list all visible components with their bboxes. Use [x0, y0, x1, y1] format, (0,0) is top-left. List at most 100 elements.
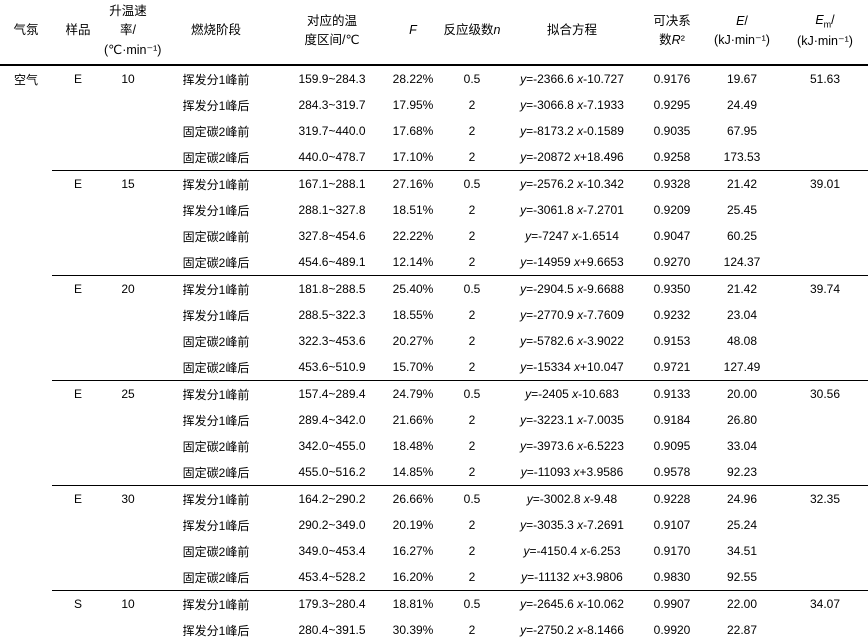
cell-n: 2: [468, 360, 476, 375]
cell-em: 32.35: [782, 485, 868, 513]
cell-sample: [52, 302, 104, 328]
cell-equation: y=-11093 x+3.9586: [520, 465, 624, 480]
cell-rate: [104, 538, 152, 564]
cell-r-squared: 0.9920: [653, 623, 691, 638]
header-row: 气氛 样品 升温速率/ (℃·min⁻¹) 燃烧阶段 对应的温 度区间/℃ F …: [0, 0, 868, 67]
cell-f: 18.55%: [392, 308, 434, 323]
header-heating-rate: 升温速率/ (℃·min⁻¹): [104, 0, 161, 67]
table-row: 挥发分1峰后 280.4~391.5 30.39% 2 y=-2750.2 x-8.14…: [0, 617, 868, 643]
cell-sample: [52, 407, 104, 433]
cell-temp-range: 179.3~280.4: [280, 590, 384, 618]
cell-f: 26.66%: [384, 485, 442, 513]
cell-em: [782, 459, 868, 486]
cell-rate: [104, 302, 152, 328]
cell-stage: 固定碳2峰后: [182, 360, 250, 375]
table-row: 固定碳2峰前 342.0~455.0 18.48% 2 y=-3973.6 x-6.52…: [0, 433, 868, 459]
cell-em: [782, 249, 868, 276]
header-heating-rate-line1: 升温速率/: [109, 4, 147, 38]
cell-equation: y=-2770.9 x-7.7609: [520, 308, 624, 323]
cell-stage: 固定碳2峰后: [182, 255, 250, 270]
cell-atmosphere: [0, 302, 52, 328]
cell-rate: [104, 407, 152, 433]
cell-temp-range: 322.3~453.6: [298, 334, 366, 349]
cell-atmosphere: [0, 171, 52, 198]
cell-sample: [52, 433, 104, 459]
header-r-squared-line2: 数R²: [642, 31, 702, 50]
header-em-line1: Em/: [782, 11, 868, 32]
cell-stage: 挥发分1峰前: [152, 275, 280, 303]
cell-rate: 15: [104, 170, 152, 198]
header-f-label: F: [409, 23, 417, 38]
cell-equation: y=-4150.4 x-6.253: [523, 544, 621, 559]
header-e-slash: /: [744, 13, 748, 28]
cell-temp-range: 455.0~516.2: [298, 465, 366, 480]
cell-rate: [104, 223, 152, 249]
cell-sample: E: [52, 485, 104, 513]
header-temp-range: 对应的温 度区间/℃: [280, 0, 384, 67]
header-equation-label: 拟合方程: [546, 23, 597, 38]
table-row: 挥发分1峰后 290.2~349.0 20.19% 2 y=-3035.3 x-7.26…: [0, 512, 868, 538]
cell-rate: [104, 144, 152, 171]
cell-em: [782, 302, 868, 328]
cell-e: 60.25: [726, 229, 758, 244]
cell-stage: 固定碳2峰后: [182, 570, 250, 585]
table-row: 固定碳2峰前 327.8~454.6 22.22% 2 y=-7247 x-1.6514…: [0, 223, 868, 249]
cell-equation: y=-2750.2 x-8.1466: [520, 623, 624, 638]
cell-n: 0.5: [463, 72, 481, 87]
cell-rate: [104, 354, 152, 381]
cell-sample: E: [52, 170, 104, 198]
cell-f: 20.27%: [392, 334, 434, 349]
cell-rate: [104, 433, 152, 459]
header-r-squared-line1: 可决系: [653, 13, 691, 28]
cell-rate: [104, 92, 152, 118]
cell-n: 0.5: [442, 590, 502, 618]
table-row: E 15 挥发分1峰前 167.1~288.1 27.16% 0.5 y=-2576.2 x…: [0, 170, 868, 198]
cell-stage: 挥发分1峰后: [182, 203, 250, 218]
cell-e: 23.04: [726, 308, 758, 323]
cell-atmosphere: [0, 197, 52, 223]
header-e: E/ (kJ·min⁻¹): [702, 0, 782, 67]
cell-e: 92.55: [726, 570, 758, 585]
cell-e: 21.42: [702, 170, 782, 198]
cell-rate: [104, 118, 152, 144]
cell-temp-range: 327.8~454.6: [298, 229, 366, 244]
table-row: 固定碳2峰后 453.6~510.9 15.70% 2 y=-15334 x+10.04…: [0, 354, 868, 381]
table-row: 挥发分1峰后 284.3~319.7 17.95% 2 y=-3066.8 x-7.19…: [0, 92, 868, 118]
cell-sample: [52, 459, 104, 486]
cell-n: 0.5: [442, 485, 502, 513]
cell-atmosphere: [0, 433, 52, 459]
cell-atmosphere: 空气: [13, 72, 38, 87]
cell-r-squared: 0.9107: [653, 518, 691, 533]
cell-em: 51.63: [809, 72, 841, 87]
cell-e: 67.95: [726, 124, 758, 139]
cell-temp-range: 164.2~290.2: [280, 485, 384, 513]
cell-atmosphere: [0, 459, 52, 486]
cell-sample: [52, 328, 104, 354]
table-body: 空气 E 10 挥发分1峰前 159.9~284.3 28.22% 0.5 y=-2366.6…: [0, 65, 868, 643]
header-reaction-order: 反应级数n: [442, 0, 502, 67]
cell-temp-range: 157.4~289.4: [280, 380, 384, 408]
cell-atmosphere: [0, 407, 52, 433]
cell-atmosphere: [0, 381, 52, 408]
cell-e: 127.49: [723, 360, 761, 375]
table-row: 固定碳2峰后 453.4~528.2 16.20% 2 y=-11132 x+3.980…: [0, 564, 868, 591]
header-sample: 样品: [52, 0, 104, 67]
cell-atmosphere: [0, 118, 52, 144]
cell-e: 33.04: [726, 439, 758, 454]
cell-r-squared: 0.9350: [642, 275, 702, 303]
cell-atmosphere: [0, 144, 52, 171]
cell-e: 20.00: [702, 380, 782, 408]
cell-n: 2: [468, 623, 476, 638]
cell-em: [782, 512, 868, 538]
cell-f: 12.14%: [392, 255, 434, 270]
table-row: E 20 挥发分1峰前 181.8~288.5 25.40% 0.5 y=-2904.5 x…: [0, 275, 868, 303]
cell-equation: y=-3035.3 x-7.2691: [520, 518, 624, 533]
cell-temp-range: 167.1~288.1: [280, 170, 384, 198]
cell-sample: [52, 512, 104, 538]
header-equation: 拟合方程: [502, 0, 642, 67]
cell-sample: [52, 354, 104, 381]
header-sample-label: 样品: [65, 23, 91, 38]
cell-sample: [52, 249, 104, 276]
cell-rate: 25: [104, 380, 152, 408]
